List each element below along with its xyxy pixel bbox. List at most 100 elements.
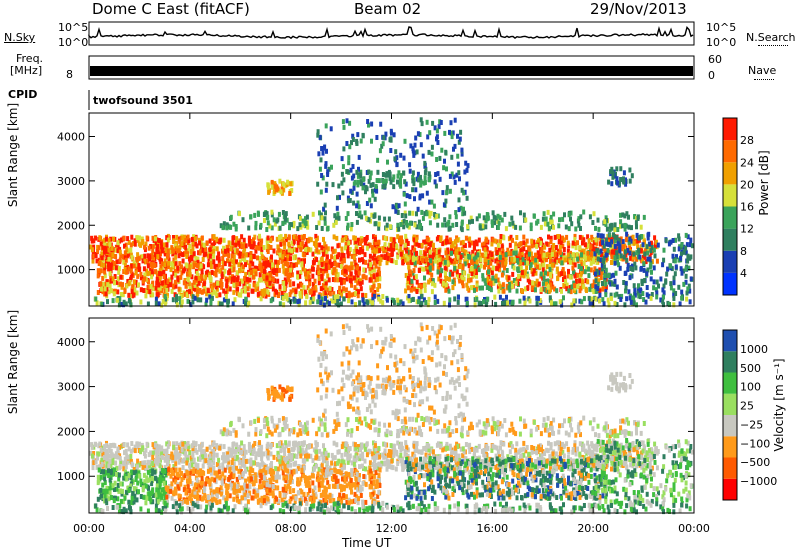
power-cell <box>647 293 651 299</box>
power-cell <box>606 297 610 303</box>
power-cell <box>377 215 381 221</box>
power-cell <box>438 262 442 268</box>
power-cell <box>678 301 682 307</box>
power-cell <box>564 279 568 284</box>
power-cell <box>595 240 599 246</box>
power-cell <box>474 286 478 292</box>
power-cell <box>287 297 291 303</box>
power-cell <box>370 244 374 250</box>
power-cell <box>580 235 584 241</box>
velocity-cell <box>126 442 130 448</box>
velocity-cell <box>619 462 623 468</box>
power-cell <box>377 239 381 245</box>
power-cell <box>596 217 600 223</box>
power-cell <box>243 246 247 252</box>
power-cell <box>215 246 219 252</box>
power-cell <box>333 277 337 283</box>
power-cell <box>298 238 302 244</box>
power-cell <box>358 266 361 272</box>
power-cell <box>555 252 559 258</box>
power-cell <box>123 266 127 272</box>
power-cell <box>202 242 206 248</box>
power-cell <box>579 271 583 277</box>
power-cell <box>262 263 266 269</box>
power-cell <box>360 279 364 285</box>
power-cell <box>340 280 343 286</box>
freq-label-1: Freq. <box>16 52 44 65</box>
velocity-cell <box>318 448 322 454</box>
power-cell <box>145 235 149 241</box>
power-cell <box>424 300 428 305</box>
power-cell <box>493 294 497 300</box>
velocity-cell <box>610 443 613 448</box>
power-cell <box>129 247 133 253</box>
power-cell <box>415 237 419 243</box>
power-cell <box>232 279 236 285</box>
power-cell <box>269 245 273 250</box>
power-cell <box>266 220 270 226</box>
velocity-cell <box>286 459 290 465</box>
power-cell <box>305 214 309 220</box>
power-cell <box>534 257 538 263</box>
power-cell <box>669 285 673 291</box>
velocity-cell <box>260 444 264 450</box>
power-cell <box>311 273 315 279</box>
power-cell <box>226 258 229 264</box>
power-cell <box>213 270 216 276</box>
power-cell <box>316 132 320 138</box>
power-cell <box>279 241 283 247</box>
power-cell <box>570 302 574 308</box>
power-cell <box>411 296 415 302</box>
power-cell <box>612 252 616 258</box>
power-cell <box>522 273 526 279</box>
power-cell <box>350 175 354 181</box>
power-cell <box>501 259 505 265</box>
power-cell <box>366 119 370 124</box>
power-cell <box>348 120 352 126</box>
velocity-cell <box>490 447 494 453</box>
power-cell <box>306 285 310 291</box>
power-cell <box>353 258 357 263</box>
power-cell <box>451 285 455 291</box>
power-cell <box>440 268 444 274</box>
power-cell <box>302 261 305 267</box>
power-cell <box>393 156 397 162</box>
power-cell <box>462 242 466 248</box>
power-cell <box>641 257 644 263</box>
power-cell <box>104 236 108 242</box>
power-cell <box>341 164 345 170</box>
power-cell <box>168 277 172 283</box>
power-cell <box>282 181 285 187</box>
power-cell <box>427 171 431 177</box>
power-cell <box>474 270 478 275</box>
power-cell <box>304 241 308 247</box>
power-cell <box>462 249 466 255</box>
power-cell <box>576 240 579 246</box>
power-cell <box>428 213 432 219</box>
power-cell <box>584 278 588 284</box>
power-cell <box>316 129 320 135</box>
power-cell <box>256 291 260 297</box>
power-cell <box>347 198 351 204</box>
power-cell <box>252 274 255 280</box>
power-cell <box>256 281 260 287</box>
power-cell <box>243 285 247 291</box>
power-cell <box>160 271 163 277</box>
power-cell <box>619 212 622 218</box>
power-cell <box>426 269 430 275</box>
power-cell <box>539 271 543 277</box>
power-cell <box>664 279 668 285</box>
power-cell <box>334 268 338 274</box>
power-cell <box>185 281 189 287</box>
power-cell <box>636 290 640 296</box>
power-cell <box>435 249 439 255</box>
power-cell <box>357 154 361 160</box>
power-cell <box>607 302 611 308</box>
power-cell <box>405 222 409 228</box>
power-cell <box>233 297 237 303</box>
velocity-cell <box>226 464 229 470</box>
power-cell <box>438 155 442 161</box>
power-cell <box>461 280 464 286</box>
power-cell <box>262 261 266 267</box>
power-cell <box>477 300 481 306</box>
